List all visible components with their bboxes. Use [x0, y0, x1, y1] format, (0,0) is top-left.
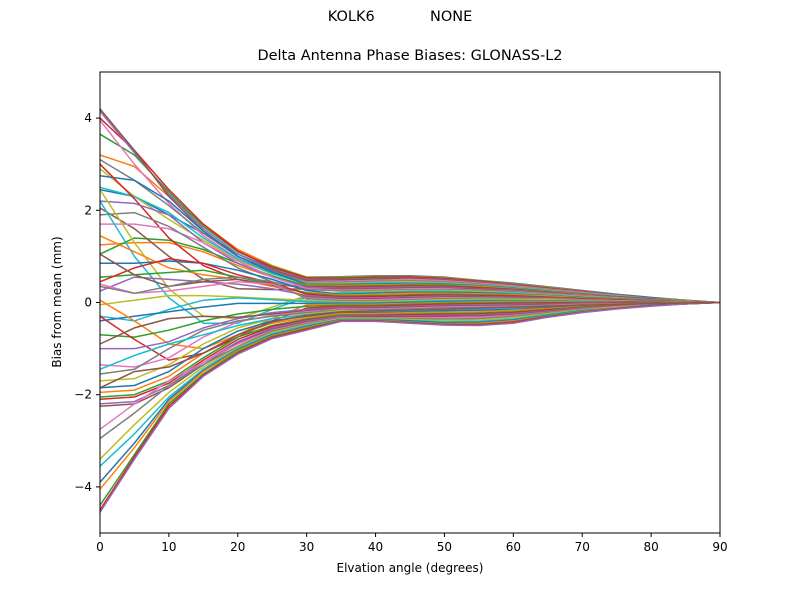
- svg-text:2: 2: [84, 203, 92, 217]
- y-tick: 4: [84, 111, 100, 125]
- series-line: [99, 301, 721, 490]
- series-line: [99, 301, 721, 389]
- svg-text:20: 20: [230, 540, 245, 554]
- svg-text:0: 0: [84, 296, 92, 310]
- svg-text:0: 0: [96, 540, 104, 554]
- x-axis-label: Elvation angle (degrees): [336, 561, 484, 575]
- y-tick: 0: [84, 296, 100, 310]
- x-tick: 20: [230, 533, 245, 554]
- series-line: [99, 301, 721, 513]
- x-tick: 90: [712, 533, 728, 554]
- svg-text:50: 50: [437, 540, 452, 554]
- x-tick: 70: [575, 533, 590, 554]
- svg-text:40: 40: [368, 540, 383, 554]
- x-tick: 40: [368, 533, 383, 554]
- chart-title: Delta Antenna Phase Biases: GLONASS-L2: [257, 48, 563, 64]
- x-tick: 30: [299, 533, 314, 554]
- svg-text:80: 80: [643, 540, 658, 554]
- series-line: [99, 110, 721, 304]
- series-line: [99, 117, 721, 304]
- series-line: [99, 301, 721, 506]
- svg-text:10: 10: [161, 540, 176, 554]
- svg-text:60: 60: [506, 540, 521, 554]
- series-line: [99, 301, 721, 483]
- y-tick: −2: [74, 388, 100, 402]
- svg-text:70: 70: [575, 540, 590, 554]
- figure-suptitle: KOLK6 NONE: [327, 9, 473, 25]
- x-tick: 50: [437, 533, 452, 554]
- y-axis-ticks: −4 −2 0 2 4: [74, 111, 100, 494]
- x-tick: 60: [506, 533, 521, 554]
- y-tick: −4: [74, 480, 100, 494]
- svg-text:90: 90: [712, 540, 727, 554]
- svg-text:30: 30: [299, 540, 314, 554]
- y-tick: 2: [84, 203, 100, 217]
- svg-text:−2: −2: [74, 388, 92, 402]
- svg-text:4: 4: [84, 111, 92, 125]
- series-line: [99, 301, 721, 511]
- x-tick: 10: [161, 533, 177, 554]
- x-axis-ticks: 0 10 20 30 40 50 60 70 80 90: [96, 533, 728, 554]
- x-tick: 0: [96, 533, 104, 554]
- x-tick: 80: [643, 533, 659, 554]
- svg-text:−4: −4: [74, 480, 92, 494]
- data-lines: [99, 108, 721, 513]
